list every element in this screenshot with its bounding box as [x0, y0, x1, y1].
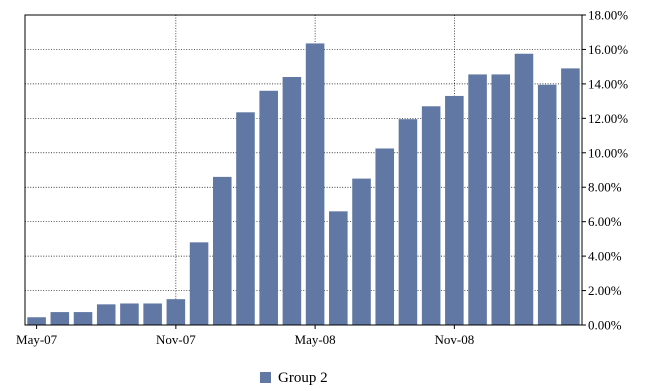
- y-tick-label: 16.00%: [588, 42, 628, 57]
- y-tick-label: 12.00%: [588, 111, 628, 126]
- bar: [189, 242, 209, 325]
- y-tick-label: 4.00%: [588, 249, 622, 264]
- bar: [212, 176, 232, 325]
- bar: [305, 43, 325, 326]
- bar: [445, 95, 464, 325]
- y-tick-label: 18.00%: [588, 8, 628, 23]
- x-tick-label: Nov-08: [434, 332, 474, 347]
- bar: [352, 178, 371, 325]
- bar: [259, 90, 278, 326]
- bar: [421, 106, 441, 326]
- bar: [282, 77, 302, 325]
- x-tick-label: Nov-07: [156, 332, 196, 347]
- y-tick-label: 14.00%: [588, 76, 628, 91]
- bar: [468, 74, 487, 326]
- bar: [120, 303, 139, 325]
- bar: [166, 299, 186, 325]
- bar: [50, 312, 70, 325]
- plot-area: [25, 15, 582, 325]
- bar: [514, 53, 534, 325]
- bar: [27, 317, 46, 325]
- bar: [537, 84, 557, 325]
- bar: [375, 148, 395, 325]
- bar: [73, 312, 93, 325]
- bar: [491, 74, 511, 326]
- x-axis-ticks: May-07 Nov-07 May-08 Nov-08: [16, 332, 474, 347]
- bar: [143, 303, 162, 325]
- bar: [329, 211, 348, 325]
- plot-frame: [24, 14, 583, 326]
- bar: [561, 68, 580, 325]
- y-tick-label: 8.00%: [588, 180, 622, 195]
- y-tick-label: 6.00%: [588, 214, 622, 229]
- y-axis-ticks: 0.00% 2.00% 4.00% 6.00% 8.00% 10.00% 12.00% 14.…: [588, 8, 628, 333]
- legend-label: Group 2: [278, 370, 328, 386]
- bar: [398, 119, 418, 325]
- bar: [96, 304, 116, 325]
- x-tick-label: May-07: [16, 332, 58, 347]
- y-tick-label: 0.00%: [588, 318, 622, 333]
- y-tick-label: 2.00%: [588, 283, 622, 298]
- legend-swatch: [260, 372, 271, 383]
- axes: [24, 14, 586, 329]
- legend: Group 2: [260, 370, 328, 386]
- x-tick-label: May-08: [295, 332, 336, 347]
- bar: [236, 112, 255, 325]
- bars: [27, 43, 580, 326]
- y-tick-label: 10.00%: [588, 145, 628, 160]
